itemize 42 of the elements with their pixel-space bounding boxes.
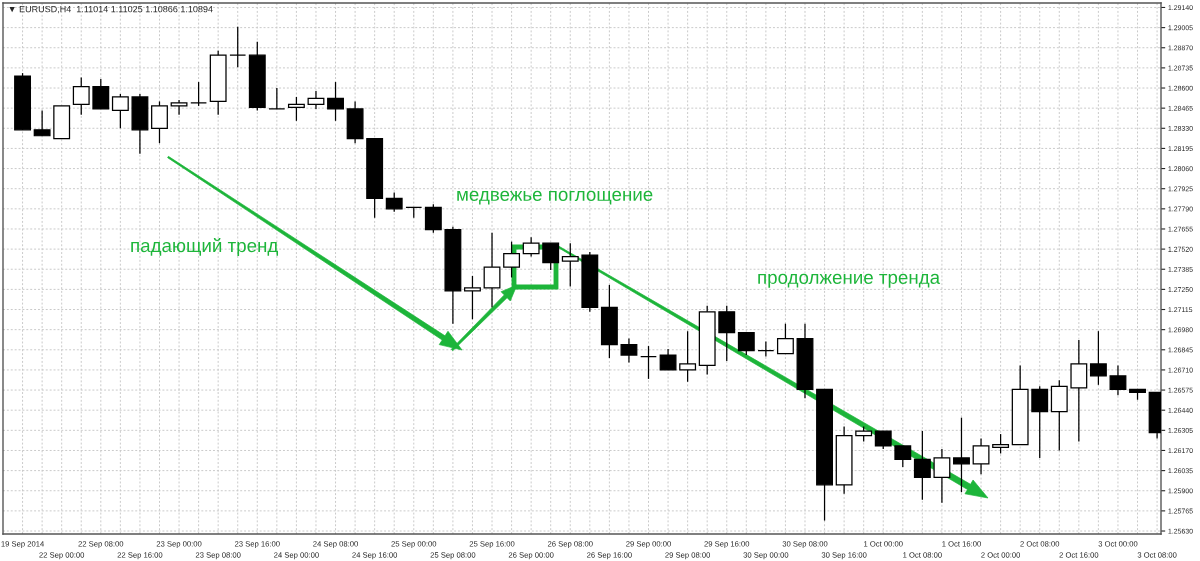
candlestick xyxy=(1109,364,1127,396)
candlestick xyxy=(151,100,168,144)
candlestick xyxy=(503,241,521,279)
candlestick xyxy=(72,76,90,116)
candlestick xyxy=(111,93,129,129)
candlestick xyxy=(190,81,208,107)
candlestick xyxy=(933,448,951,504)
candlestick xyxy=(972,437,990,475)
candlestick xyxy=(776,323,794,355)
candlestick xyxy=(170,99,188,116)
candlestick xyxy=(229,26,247,68)
candlestick xyxy=(327,81,344,122)
candlestick xyxy=(1031,385,1049,459)
candlestick xyxy=(620,337,638,364)
candlestick xyxy=(679,330,697,383)
candlestick xyxy=(659,348,677,371)
candlestick xyxy=(542,242,560,271)
annotation: продолжение тренда xyxy=(758,273,941,288)
candlestick xyxy=(640,345,657,380)
annotation: медвежье поглощение xyxy=(457,190,653,205)
candlestick xyxy=(424,203,442,234)
candlestick xyxy=(1089,330,1107,386)
candlestick xyxy=(894,445,912,468)
candlestick xyxy=(953,417,970,493)
candlestick xyxy=(385,191,403,213)
candlestick xyxy=(1070,339,1088,443)
annotation: падающий тренд xyxy=(131,238,279,256)
candlestick xyxy=(522,236,540,258)
candlestick xyxy=(718,305,736,362)
candlestick xyxy=(757,340,775,358)
candlestick xyxy=(992,433,1010,455)
candlestick xyxy=(913,430,931,501)
candlestick xyxy=(561,242,579,288)
candlestick xyxy=(307,90,325,110)
chart-title: ▼ EURUSD,H4 1.11014 1.11025 1.10866 1.10894 xyxy=(9,5,213,14)
candlestick xyxy=(287,96,305,122)
candlestick xyxy=(483,232,501,308)
candlestick xyxy=(737,332,755,356)
candlestick xyxy=(464,275,481,320)
candlestick xyxy=(268,87,286,110)
candlestick xyxy=(92,78,110,110)
candlestick xyxy=(33,109,51,137)
